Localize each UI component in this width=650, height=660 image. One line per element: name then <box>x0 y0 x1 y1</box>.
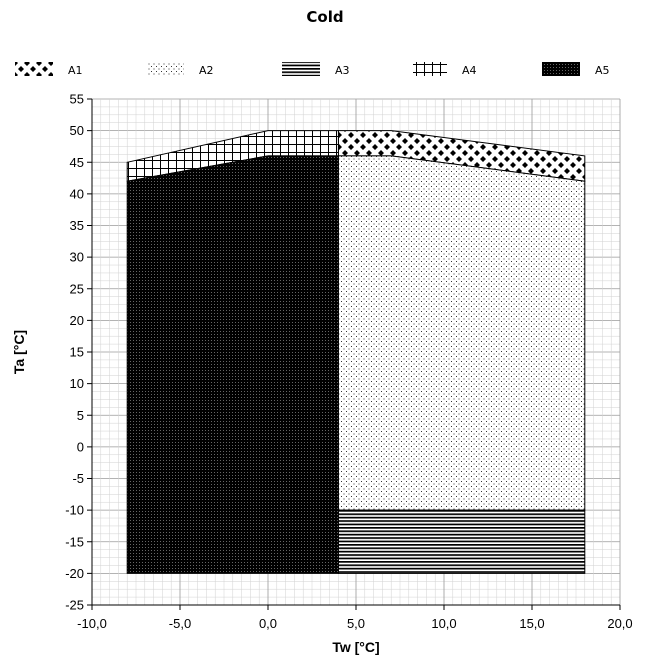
legend-item-a5: A5 <box>542 62 610 77</box>
chart-title: Cold <box>306 8 344 26</box>
y-tick-label: 25 <box>70 281 84 296</box>
y-axis-title: Ta [°C] <box>11 330 27 374</box>
legend-swatch <box>282 62 320 76</box>
y-tick-label: 20 <box>70 313 84 328</box>
legend-label: A2 <box>199 64 214 77</box>
y-tick-label: 45 <box>70 155 84 170</box>
y-tick-label: 5 <box>77 408 84 423</box>
legend: A1 A2 A3 A4 A5 <box>15 62 610 77</box>
legend-item-a1: A1 <box>15 62 83 77</box>
legend-item-a3: A3 <box>282 62 350 77</box>
x-tick-label: 15,0 <box>519 616 544 631</box>
legend-label: A5 <box>595 64 610 77</box>
legend-swatch <box>413 62 447 76</box>
y-tick-label: 35 <box>70 218 84 233</box>
axes: 5550454035302520151050-5-10-15-20-25-10,… <box>11 92 633 656</box>
y-tick-label: 55 <box>70 92 84 107</box>
legend-label: A4 <box>462 64 477 77</box>
x-tick-label: 10,0 <box>431 616 456 631</box>
area-a2 <box>337 155 586 511</box>
y-tick-label: -15 <box>65 534 84 549</box>
x-tick-label: 0,0 <box>259 616 277 631</box>
y-tick-label: -10 <box>65 503 84 518</box>
legend-item-a4: A4 <box>413 62 477 77</box>
area-a5 <box>126 155 339 574</box>
legend-label: A1 <box>68 64 83 77</box>
y-tick-label: 10 <box>70 376 84 391</box>
x-tick-label: 5,0 <box>347 616 365 631</box>
y-tick-label: 30 <box>70 250 84 265</box>
chart-areas <box>126 130 586 574</box>
legend-swatch <box>15 62 53 76</box>
y-tick-label: 15 <box>70 345 84 360</box>
y-tick-label: -5 <box>72 471 84 486</box>
legend-item-a2: A2 <box>148 62 214 77</box>
x-tick-label: 20,0 <box>607 616 632 631</box>
x-axis-title: Tw [°C] <box>332 639 379 655</box>
legend-swatch <box>542 62 580 76</box>
area-a3 <box>337 509 586 574</box>
x-tick-label: -10,0 <box>77 616 107 631</box>
y-tick-label: -20 <box>65 566 84 581</box>
y-tick-label: 0 <box>77 439 84 454</box>
x-tick-label: -5,0 <box>169 616 191 631</box>
legend-label: A3 <box>335 64 350 77</box>
y-tick-label: 50 <box>70 123 84 138</box>
y-tick-label: 40 <box>70 186 84 201</box>
y-tick-label: -25 <box>65 598 84 613</box>
legend-swatch <box>148 62 184 76</box>
